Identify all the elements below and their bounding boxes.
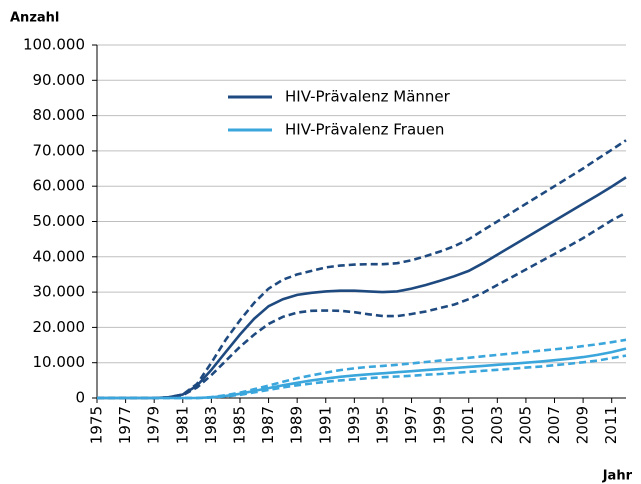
y-tick-label: 100.000 [23,36,85,54]
x-tick-label: 1991 [316,406,334,444]
x-tick-label: 1987 [259,406,277,444]
x-tick-label: 1979 [145,406,163,444]
y-tick-label: 40.000 [33,247,86,265]
line [97,176,627,400]
x-tick-label: 1975 [88,406,106,444]
x-tick-label: 2011 [602,406,620,444]
line-dashed [97,139,627,400]
y-tick-label: 50.000 [33,212,86,230]
x-tick-label: 1981 [173,406,191,444]
y-tick-label: 30.000 [33,283,86,301]
x-tick-label: 1977 [116,406,134,444]
line [97,347,627,400]
line-dashed [97,211,627,400]
x-tick-label: 2009 [574,406,592,444]
y-axis-title: Anzahl [10,11,59,26]
x-axis-title: Jahr [602,469,633,484]
x-tick-label: 1985 [230,406,248,444]
y-tick-label: 0 [75,389,85,407]
x-tick-label: 1993 [345,406,363,444]
x-tick-label: 2001 [459,406,477,444]
x-tick-label: 1983 [202,406,220,444]
x-tick-label: 1989 [288,406,306,444]
y-tick-label: 80.000 [33,106,86,124]
y-tick-label: 20.000 [33,318,86,336]
y-tick-label: 10.000 [33,353,86,371]
legend-label: HIV-Prävalenz Frauen [285,121,444,139]
y-tick-label: 70.000 [33,141,86,159]
line-dashed [97,338,627,400]
x-tick-label: 2003 [488,406,506,444]
x-tick-label: 1995 [373,406,391,444]
x-tick-label: 1999 [431,406,449,444]
y-tick-label: 90.000 [33,71,86,89]
x-tick-label: 2007 [545,406,563,444]
legend-label: HIV-Prävalenz Männer [285,88,451,106]
x-tick-label: 2005 [516,406,534,444]
y-tick-label: 60.000 [33,177,86,195]
x-tick-label: 1997 [402,406,420,444]
